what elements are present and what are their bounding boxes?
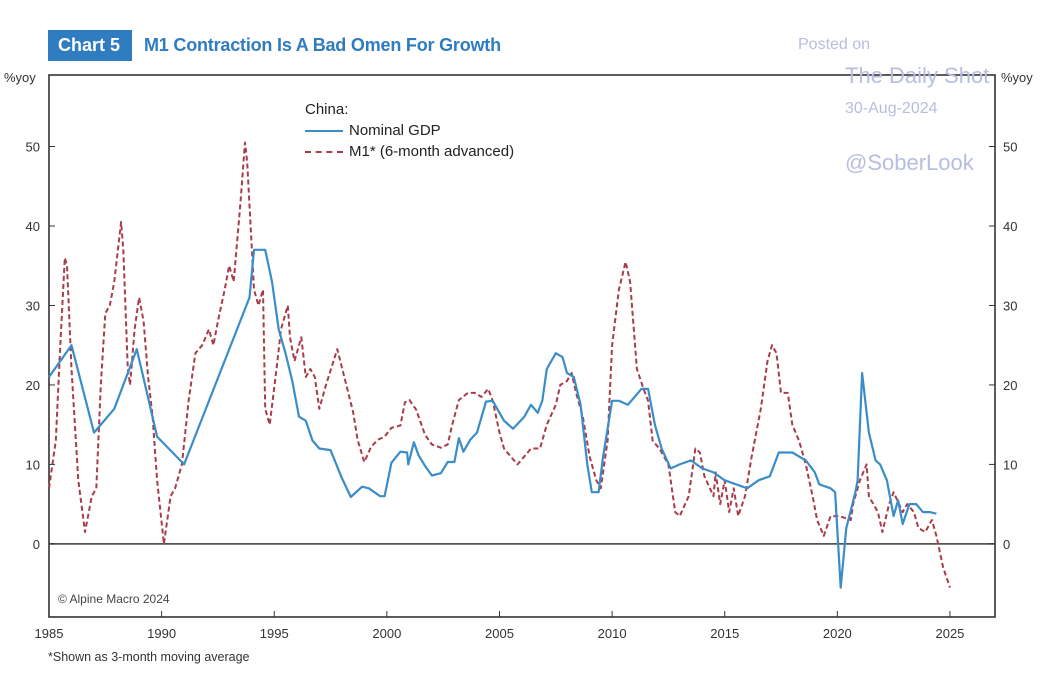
legend-label-m1: M1* (6-month advanced) <box>349 143 515 160</box>
x-tick-label: 2010 <box>598 626 627 641</box>
legend-title: China: <box>305 101 349 118</box>
x-tick-label: 1985 <box>35 626 64 641</box>
x-tick-label: 2000 <box>372 626 401 641</box>
chart-number-badge: Chart 5 <box>48 30 133 61</box>
chart-legend: China: Nominal GDP M1* (6-month advanced… <box>305 99 514 162</box>
legend-item-gdp: Nominal GDP <box>305 120 514 141</box>
y-tick-label-right: 10 <box>1003 457 1017 472</box>
watermark-handle: @SoberLook <box>845 150 974 175</box>
x-tick-label: 2020 <box>823 626 852 641</box>
y-tick-label-left: 50 <box>26 140 40 155</box>
footnote: *Shown as 3-month moving average <box>48 650 250 664</box>
y-tick-label-right: 40 <box>1003 219 1017 234</box>
y-axis-unit-right: %yoy <box>1001 70 1033 85</box>
y-tick-label-left: 0 <box>33 537 40 552</box>
y-tick-label-right: 50 <box>1003 140 1017 155</box>
legend-swatch-dashed-red <box>305 150 343 153</box>
watermark-date: 30-Aug-2024 <box>845 100 938 117</box>
legend-item-m1: M1* (6-month advanced) <box>305 141 514 162</box>
y-tick-label-right: 0 <box>1003 537 1010 552</box>
x-tick-label: 1995 <box>260 626 289 641</box>
x-tick-label: 2015 <box>710 626 739 641</box>
x-tick-label: 2005 <box>485 626 514 641</box>
series-line-nominal-gdp <box>48 248 937 589</box>
y-tick-label-right: 30 <box>1003 298 1017 313</box>
x-tick-label: 2025 <box>935 626 964 641</box>
plot-frame <box>48 74 996 618</box>
legend-swatch-solid-blue <box>305 129 343 132</box>
y-tick-label-left: 40 <box>26 219 40 234</box>
chart-title: M1 Contraction Is A Bad Omen For Growth <box>144 35 501 55</box>
y-tick-label-left: 10 <box>26 457 40 472</box>
watermark-posted-on: Posted on <box>798 36 871 53</box>
y-axis-unit-left: %yoy <box>4 70 36 85</box>
series-line-m1 <box>48 141 951 588</box>
watermark-source: The Daily Shot <box>845 63 990 88</box>
x-tick-label: 1990 <box>147 626 176 641</box>
y-tick-label-right: 20 <box>1003 378 1017 393</box>
copyright-note: © Alpine Macro 2024 <box>58 592 170 606</box>
y-tick-label-left: 20 <box>26 378 40 393</box>
chart-header: Chart 5 M1 Contraction Is A Bad Omen For… <box>48 30 501 61</box>
legend-label-gdp: Nominal GDP <box>349 122 441 139</box>
y-tick-label-left: 30 <box>26 298 40 313</box>
